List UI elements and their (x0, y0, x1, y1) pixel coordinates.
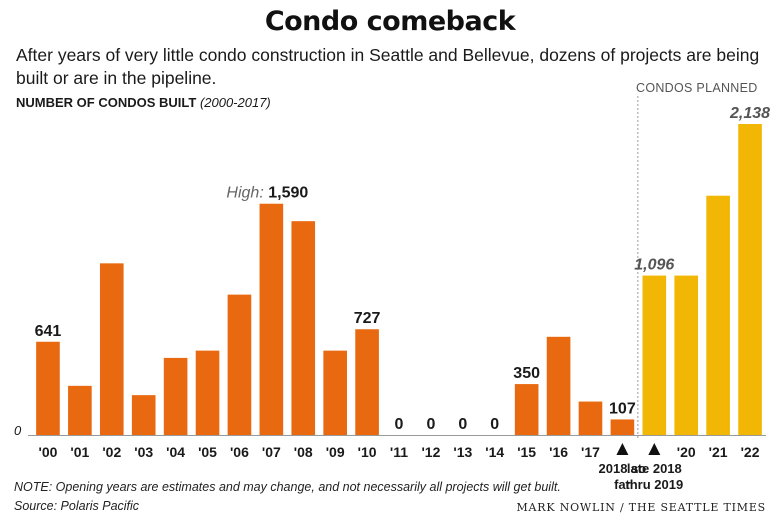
x-tick-label-16: '16 (549, 444, 568, 460)
data-label-22: 2,138 (729, 105, 770, 122)
bar-00 (36, 341, 60, 435)
data-label-10: 727 (354, 310, 381, 327)
credit-line: MARK NOWLIN / THE SEATTLE TIMES (516, 501, 766, 514)
bar-15 (514, 384, 539, 435)
x-tick-label-07: '07 (262, 444, 281, 460)
bar-07 (259, 203, 284, 435)
bar-16 (546, 336, 571, 435)
x-tick-label-22: '22 (741, 444, 760, 460)
data-label-14: 0 (490, 416, 499, 433)
x-tick-label-03: '03 (134, 444, 153, 460)
bar-2018-so-far (610, 419, 635, 435)
bar-05 (195, 350, 220, 435)
x-tick-label-01: '01 (70, 444, 89, 460)
bar-02 (99, 263, 124, 435)
data-label-late-2018-thru-2019: 1,096 (634, 257, 674, 274)
x-tick-label-13: '13 (453, 444, 472, 460)
x-tick-label-05: '05 (198, 444, 217, 460)
x-tick-label-2018-so-far-line-2: far (614, 477, 631, 492)
bar-03 (131, 395, 156, 435)
data-label-value: 1,590 (268, 185, 308, 202)
bar-04 (163, 357, 188, 435)
x-tick-label-08: '08 (294, 444, 313, 460)
chart-subtitle: After years of very little condo constru… (16, 45, 760, 88)
data-label-00: 641 (35, 323, 62, 340)
x-tick-label-late-2018-thru-2019-line-1: late 2018 (627, 461, 682, 476)
x-tick-label-04: '04 (166, 444, 185, 460)
data-label-11: 0 (395, 416, 404, 433)
bar-22 (738, 124, 762, 435)
bar-09 (323, 350, 347, 435)
bar-20 (674, 275, 699, 435)
marker-arrow-2018-so-far (616, 443, 629, 455)
x-tick-label-14: '14 (485, 444, 504, 460)
bar-08 (291, 221, 316, 435)
bar-01 (68, 385, 92, 435)
x-tick-label-21: '21 (709, 444, 728, 460)
data-label-2018-so-far: 107 (609, 400, 636, 417)
chart-title: Condo comeback (264, 6, 516, 37)
x-tick-label-02: '02 (102, 444, 121, 460)
marker-arrow-late-2018-thru-2019 (648, 443, 661, 455)
x-tick-label-06: '06 (230, 444, 249, 460)
planned-section-label: CONDOS PLANNED (636, 81, 758, 95)
x-tick-label-17: '17 (581, 444, 600, 460)
bar-10 (355, 329, 379, 435)
data-label-07: High: 1,590 (226, 185, 308, 202)
x-tick-label-12: '12 (421, 444, 440, 460)
footnote: NOTE: Opening years are estimates and ma… (14, 480, 561, 494)
source-note: Source: Polaris Pacific (14, 499, 140, 513)
y-axis-title: NUMBER OF CONDOS BUILT (2000-2017) (16, 95, 271, 110)
data-label-prefix: High: (226, 185, 268, 202)
bar-06 (227, 294, 252, 435)
y-axis-title-range: (2000-2017) (199, 95, 271, 110)
x-tick-label-11: '11 (390, 444, 408, 460)
y-axis-title-main: NUMBER OF CONDOS BUILT (16, 95, 197, 110)
x-tick-label-10: '10 (358, 444, 377, 460)
data-label-15: 350 (513, 365, 540, 382)
data-label-13: 0 (458, 416, 467, 433)
x-tick-label-09: '09 (326, 444, 345, 460)
y-tick-label: 0 (14, 423, 22, 438)
x-tick-label-15: '15 (517, 444, 536, 460)
bar-21 (706, 195, 730, 435)
data-label-12: 0 (426, 416, 435, 433)
bar-17 (578, 401, 603, 435)
x-tick-label-2018-so-far-line-1: 2018 so (599, 461, 647, 476)
bar-late-2018-thru-2019 (642, 275, 667, 435)
x-tick-label-late-2018-thru-2019-line-2: thru 2019 (625, 477, 683, 492)
x-tick-label-20: '20 (677, 444, 696, 460)
x-tick-label-00: '00 (39, 444, 58, 460)
